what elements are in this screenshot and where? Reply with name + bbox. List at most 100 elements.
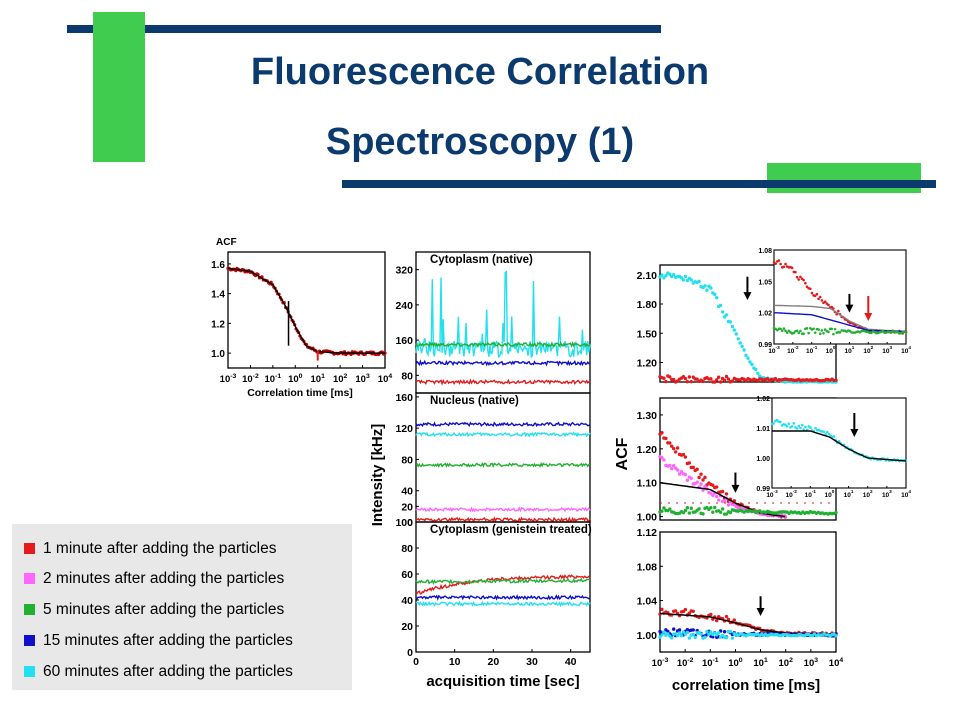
cytoplasm-native-acf-inset-arrow-head (864, 313, 873, 322)
cytoplasm-genistein-acf-point (691, 632, 695, 637)
nucleus-native-acf-point (677, 472, 682, 476)
cytoplasm-native-acf-inset-point (782, 265, 786, 269)
nucleus-native-acf-point (699, 482, 703, 486)
cytoplasm-native-acf-inset-point (787, 329, 791, 333)
cytoplasm-genistein-acf-point (660, 607, 664, 612)
nucleus-native-acf-point (660, 455, 664, 460)
reference-acf-xtick-label: 10-1 (265, 373, 282, 385)
cytoplasm-native-acf-inset-point (820, 329, 824, 332)
nucleus-native-acf-point (668, 507, 672, 511)
cytoplasm-native-acf-inset-point (780, 329, 784, 333)
cytoplasm-native-acf-inset-point (782, 327, 786, 330)
cytoplasm-genistein-intensity-ytick-label: 20 (401, 621, 413, 633)
nucleus-native-acf-point (709, 491, 713, 495)
cytoplasm-native-acf-inset-ytick-label: 1.08 (758, 248, 772, 255)
cytoplasm-genistein-intensity-title: Cytoplasm (genistein treated) (430, 524, 592, 536)
cytoplasm-native-intensity-ytick-label: 160 (395, 335, 413, 347)
nucleus-native-intensity-series (415, 506, 591, 513)
nucleus-native-acf-point (662, 458, 666, 462)
cytoplasm-native-acf-point (660, 273, 664, 277)
legend-label: 5 minutes after adding the particles (43, 601, 285, 618)
cytoplasm-native-acf-inset-xtick-label: 10-3 (768, 345, 780, 355)
cytoplasm-native-acf-point (685, 380, 690, 384)
cytoplasm-native-acf-inset-point (777, 259, 781, 262)
nucleus-native-acf-point (722, 499, 727, 503)
cytoplasm-genistein-acf-point (711, 635, 715, 639)
nucleus-native-acf-point (726, 503, 731, 507)
nucleus-native-acf-point (720, 507, 725, 511)
cytoplasm-native-intensity-ytick-label: 320 (395, 265, 413, 277)
cytoplasm-native-acf-inset-point (807, 331, 810, 335)
cytoplasm-native-acf-inset-point (799, 329, 802, 333)
nucleus-native-intensity-ytick-label: 160 (395, 392, 413, 404)
cytoplasm-native-acf-inset-ytick-label: 0.99 (758, 342, 772, 349)
cytoplasm-native-intensity-ytick-label: 80 (401, 370, 413, 382)
cytoplasm-genistein-acf-point (716, 631, 721, 635)
cytoplasm-genistein-acf-ytick-label: 1.00 (637, 630, 658, 642)
nucleus-native-acf-point (697, 475, 701, 480)
cytoplasm-native-acf-point (732, 328, 737, 332)
cytoplasm-native-acf-point (715, 295, 719, 300)
nucleus-native-intensity-title: Nucleus (native) (430, 395, 519, 407)
cytoplasm-native-acf-point (754, 367, 758, 372)
cytoplasm-genistein-acf-xtick-label: 10-2 (677, 657, 694, 669)
reference-acf-xtick-label: 100 (288, 373, 303, 385)
cytoplasm-genistein-intensity-ytick-label: 80 (401, 543, 413, 555)
cytoplasm-native-acf-arrow-head (743, 292, 752, 301)
cytoplasm-genistein-acf-point (730, 636, 735, 640)
legend-label: 2 minutes after adding the particles (43, 570, 285, 587)
reference-acf-xlabel: Correlation time [ms] (247, 387, 353, 399)
cytoplasm-genistein-intensity-ytick-label: 40 (401, 595, 413, 607)
cytoplasm-native-acf-inset-point (795, 329, 799, 333)
reference-acf-ylabel: ACF (216, 237, 237, 248)
reference-acf-ytick-label: 1.0 (211, 349, 225, 360)
cytoplasm-native-acf-ytick-label: 1.50 (637, 328, 658, 340)
cytoplasm-native-acf-inset-point (823, 328, 827, 331)
cytoplasm-native-acf-point (715, 378, 719, 382)
cytoplasm-genistein-intensity-ytick-label: 100 (395, 517, 413, 529)
nucleus-native-acf-inset-point (772, 422, 775, 425)
cytoplasm-native-acf-inset-xtick-label: 104 (901, 345, 911, 355)
cytoplasm-genistein-acf-point (709, 612, 713, 617)
nucleus-native-acf-point (689, 476, 693, 481)
nucleus-native-acf-inset-point (822, 430, 826, 434)
cytoplasm-genistein-acf-point (671, 627, 676, 631)
nucleus-native-acf-inset-point (792, 421, 796, 425)
correlation-axis-title: correlation time [ms] (672, 677, 820, 694)
nucleus-native-intensity-ytick-label: 20 (401, 501, 413, 513)
cytoplasm-native-acf-inset-point (837, 309, 840, 313)
cytoplasm-genistein-acf-ytick-label: 1.04 (637, 596, 658, 608)
nucleus-native-acf-point (671, 464, 676, 468)
nucleus-native-acf-point (709, 506, 713, 510)
nucleus-native-acf-inset-arrow-head (850, 429, 859, 437)
cytoplasm-native-acf-point (750, 362, 754, 367)
cytoplasm-native-acf-point (671, 377, 676, 382)
cytoplasm-native-acf-inset-point (790, 266, 794, 270)
cytoplasm-genistein-acf-point (693, 635, 697, 640)
cytoplasm-native-acf-point (713, 380, 717, 384)
cytoplasm-native-acf-point (728, 320, 733, 324)
nucleus-native-acf-inset-point (800, 423, 804, 427)
slide-title-line2: Spectroscopy (1) (325, 121, 635, 163)
nucleus-native-acf-point (695, 480, 699, 484)
cytoplasm-native-acf-point (697, 279, 701, 284)
cytoplasm-genistein-acf-xtick-label: 100 (728, 657, 743, 669)
cytoplasm-native-intensity-ytick-label: 240 (395, 300, 413, 312)
cytoplasm-native-acf-inset-xtick-label: 10-2 (787, 345, 799, 355)
reference-acf-fit (227, 267, 385, 354)
cytoplasm-native-acf-point (701, 379, 705, 384)
nucleus-native-acf-inset-ytick-label: 1.00 (756, 456, 770, 463)
cytoplasm-genistein-acf-xtick-label: 103 (804, 657, 819, 669)
nucleus-native-acf-point (664, 436, 668, 441)
cytoplasm-native-acf-point (726, 377, 731, 381)
cytoplasm-native-acf-inset-point (805, 285, 809, 289)
cytoplasm-native-intensity-series (415, 341, 591, 348)
reference-acf-axes (227, 251, 386, 369)
nucleus-native-acf-inset-point (779, 420, 782, 424)
nucleus-native-acf-fit (659, 481, 786, 518)
cytoplasm-native-acf-inset-point (823, 300, 827, 303)
legend-swatch (24, 666, 35, 677)
cytoplasm-native-acf-point (703, 284, 707, 288)
nucleus-native-acf-inset-point (832, 435, 836, 438)
nucleus-native-acf-inset-point (795, 427, 799, 430)
